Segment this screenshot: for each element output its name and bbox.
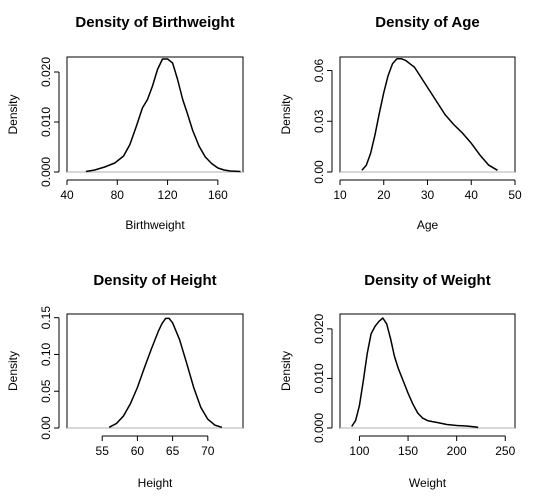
y-tick-label: 0.000 [312, 413, 326, 443]
x-tick-label: 120 [158, 188, 178, 202]
x-tick-label: 55 [96, 444, 110, 458]
x-tick-label: 10 [333, 188, 347, 202]
y-tick-label: 0.010 [39, 107, 53, 137]
x-axis-label: Weight [409, 476, 447, 490]
y-tick-label: 0.010 [312, 363, 326, 393]
y-tick-label: 0.00 [312, 160, 326, 184]
chart-title: Density of Weight [364, 272, 490, 289]
chart-title: Density of Birthweight [75, 14, 234, 31]
y-tick-label: 0.020 [312, 314, 326, 344]
x-tick-label: 250 [495, 444, 515, 458]
chart-title: Density of Age [375, 14, 479, 31]
x-tick-label: 200 [447, 444, 467, 458]
x-tick-label: 30 [421, 188, 435, 202]
x-tick-label: 20 [377, 188, 391, 202]
y-axis-label: Density [6, 94, 20, 134]
y-tick-label: 0.03 [312, 109, 326, 133]
plot-frame [66, 56, 244, 173]
x-tick-label: 40 [465, 188, 479, 202]
y-axis-label: Density [279, 351, 293, 391]
x-axis-label: Age [417, 218, 439, 232]
y-axis-label: Density [6, 351, 20, 391]
y-tick-label: 0.00 [39, 416, 53, 440]
y-axis-label: Density [279, 94, 293, 134]
density-curve [85, 58, 241, 173]
density-curve [351, 317, 479, 429]
plot-frame [339, 313, 516, 429]
x-tick-label: 100 [349, 444, 369, 458]
x-tick-label: 150 [398, 444, 418, 458]
density-curve [108, 317, 223, 429]
x-tick-label: 80 [111, 188, 125, 202]
y-tick-label: 0.06 [312, 59, 326, 83]
y-tick-label: 0.15 [39, 306, 53, 330]
plot-frame [339, 56, 516, 173]
y-tick-label: 0.000 [39, 157, 53, 187]
density-panel-1: Density of Birthweight 40 80 120 160 0.000 0.0… [6, 14, 244, 232]
x-tick-label: 60 [131, 444, 145, 458]
x-tick-label: 40 [60, 188, 74, 202]
x-tick-label: 160 [208, 188, 228, 202]
y-tick-label: 0.020 [39, 57, 53, 87]
x-axis-label: Birthweight [125, 218, 185, 232]
density-curve [361, 57, 498, 171]
y-tick-label: 0.05 [39, 379, 53, 403]
x-axis-label: Height [138, 476, 173, 490]
y-tick-label: 0.10 [39, 342, 53, 366]
density-panel-4: Density of Weight 100 150 200 250 0.000 0.010 0… [279, 272, 516, 490]
density-panel-3: Density of Height 55 60 65 70 0.00 0.05 0.10 0.1… [6, 272, 244, 490]
x-tick-label: 70 [201, 444, 215, 458]
x-tick-label: 65 [166, 444, 180, 458]
chart-title: Density of Height [93, 272, 216, 289]
plot-frame [66, 313, 244, 429]
x-tick-label: 50 [508, 188, 522, 202]
density-panel-2: Density of Age 10 20 30 40 50 0.00 0.03 0.06 Age D… [279, 14, 522, 232]
